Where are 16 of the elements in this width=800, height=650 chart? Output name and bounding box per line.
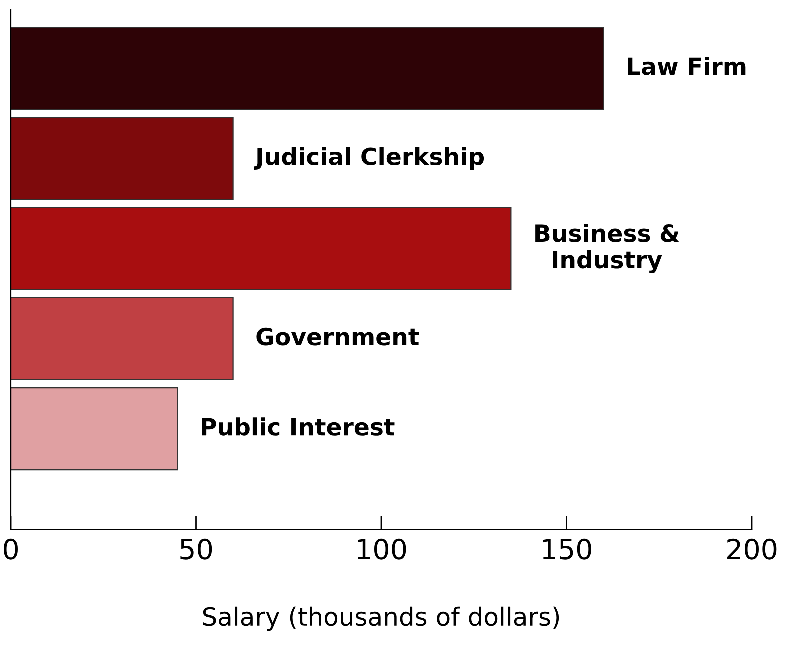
y-tick-label: Law Firm xyxy=(628,57,746,76)
bar xyxy=(11,297,234,381)
y-tick-label: Business & Industry xyxy=(536,224,680,274)
y-tick-label: Public Interest xyxy=(202,418,395,436)
bar xyxy=(11,27,604,110)
y-tick-label: Judicial Clerkship xyxy=(254,147,484,170)
bar xyxy=(11,207,512,290)
x-axis-title: Salary (thousands of dollars) xyxy=(203,606,560,632)
bar xyxy=(11,388,178,471)
x-tick-label: 0 xyxy=(4,538,18,560)
x-tick-label: 200 xyxy=(728,538,777,560)
y-tick-label: Government xyxy=(256,328,420,346)
bar xyxy=(11,117,234,200)
x-tick-label: 100 xyxy=(358,538,406,560)
x-tick-label: 150 xyxy=(543,538,592,560)
x-tick-label: 50 xyxy=(180,538,212,560)
